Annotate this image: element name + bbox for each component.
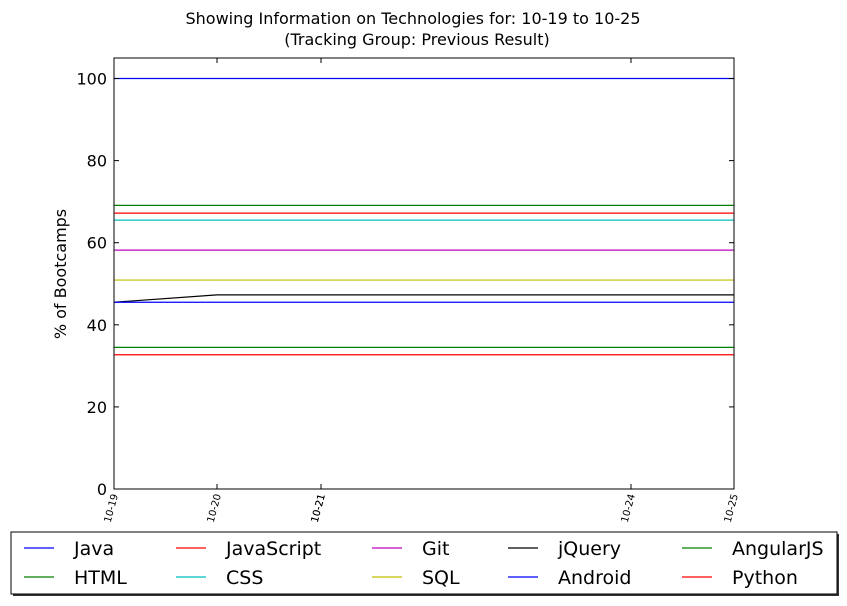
legend-label: HTML: [74, 567, 127, 589]
legend-entry-android: Android: [508, 567, 631, 589]
legend-entry-python: Python: [682, 567, 798, 589]
legend-entry-sql: SQL: [372, 567, 460, 589]
chart-title: Showing Information on Technologies for:…: [186, 9, 641, 28]
y-tick-label: 0: [97, 480, 107, 499]
legend-label: CSS: [226, 567, 263, 589]
legend-entry-angularjs: AngularJS: [682, 538, 824, 560]
legend-label: jQuery: [557, 538, 621, 560]
legend-label: AngularJS: [732, 538, 824, 560]
legend: Java HTML JavaScript CSS Git SQL jQuery Android…: [10, 531, 839, 596]
legend-entry-jquery: jQuery: [508, 538, 621, 560]
legend-entry-git: Git: [372, 538, 449, 560]
legend-entry-java: Java: [24, 538, 114, 560]
x-tick-label: 10-24: [620, 493, 638, 524]
chart-subtitle: (Tracking Group: Previous Result): [284, 30, 550, 49]
x-tick-label: 10-25: [723, 493, 741, 524]
legend-entry-javascript: JavaScript: [176, 538, 321, 560]
legend-label: Python: [732, 567, 798, 589]
y-tick-label: 40: [87, 316, 107, 335]
y-tick-label: 20: [87, 398, 107, 417]
plot-frame: [113, 57, 735, 490]
y-tick-label: 100: [76, 70, 107, 89]
y-tick-label: 80: [87, 152, 107, 171]
series-line-jquery: [113, 294, 734, 303]
legend-label: Java: [73, 538, 114, 560]
legend-entry-css: CSS: [176, 567, 263, 589]
legend-label: Android: [558, 567, 631, 589]
legend-label: JavaScript: [225, 538, 321, 560]
x-tick-label: 10-20: [206, 493, 224, 524]
legend-label: Git: [422, 538, 449, 560]
legend-box: [10, 531, 838, 595]
x-tick-label: 10-21: [310, 493, 328, 524]
legend-entry-html: HTML: [24, 567, 127, 589]
y-tick-label: 60: [87, 234, 107, 253]
y-axis-label: % of Bootcamps: [51, 209, 70, 339]
legend-label: SQL: [422, 567, 460, 589]
